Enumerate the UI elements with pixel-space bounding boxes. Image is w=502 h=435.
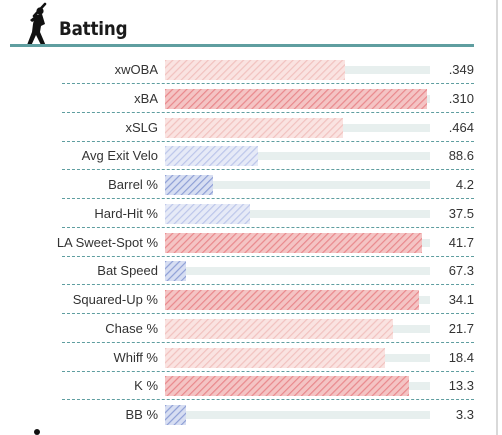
percentile-bar-fill <box>165 405 186 425</box>
row-divider <box>62 198 474 199</box>
row-divider <box>62 341 474 343</box>
row-divider <box>62 399 474 401</box>
percentile-bar-fill <box>165 376 409 397</box>
metric-label: Chase % <box>105 320 158 336</box>
metric-label: Squared-Up % <box>72 292 158 307</box>
metric-row: xBA .310 <box>0 85 502 113</box>
percentile-bar <box>165 290 419 310</box>
percentile-bar <box>165 318 393 339</box>
percentile-bar <box>165 376 409 397</box>
metric-value: 13.3 <box>448 378 474 394</box>
metric-row: Avg Exit Velo 88.6 <box>0 142 502 171</box>
percentile-bar-fill <box>165 60 345 80</box>
metric-value: 21.7 <box>448 320 474 336</box>
metric-value: .310 <box>448 90 474 106</box>
percentile-bar-fill <box>165 290 419 310</box>
next-section-icon <box>34 429 40 435</box>
metric-row: K % 13.3 <box>0 372 502 401</box>
metric-row: xSLG .464 <box>0 114 502 142</box>
percentile-bar <box>165 88 427 109</box>
batter-silhouette-icon <box>27 2 47 47</box>
row-divider <box>62 284 474 286</box>
section-header: Batting <box>0 0 502 48</box>
metric-label: LA Sweet-Spot % <box>56 234 158 250</box>
row-divider <box>62 313 474 314</box>
metric-value: 67.3 <box>448 263 474 279</box>
row-divider <box>62 140 474 142</box>
percentile-bar <box>165 347 385 368</box>
metric-row: Hard-Hit % 37.5 <box>0 200 502 228</box>
percentile-bar <box>165 261 186 282</box>
metric-row: xwOBA .349 <box>0 56 502 84</box>
percentile-track <box>165 209 430 218</box>
metric-row: Squared-Up % 34.1 <box>0 286 502 314</box>
metric-label: xBA <box>134 90 158 106</box>
section-title: Batting <box>59 18 128 40</box>
row-divider <box>62 255 474 257</box>
metric-value: .464 <box>448 119 474 135</box>
metric-row: Chase % 21.7 <box>0 315 502 343</box>
metric-label: BB % <box>125 407 158 422</box>
percentile-bar <box>165 117 343 138</box>
percentile-track <box>165 181 430 189</box>
metric-value: .349 <box>448 62 474 77</box>
percentile-bar-fill <box>165 347 385 368</box>
metric-label: K % <box>134 378 158 394</box>
percentile-track <box>165 267 430 276</box>
percentile-bar-fill <box>165 318 393 339</box>
percentile-bar-fill <box>165 261 186 282</box>
percentile-bar-fill <box>165 203 250 224</box>
metric-row: Whiff % 18.4 <box>0 344 502 372</box>
metric-value: 4.2 <box>455 177 474 192</box>
row-divider <box>62 226 474 228</box>
percentile-bar-fill <box>165 88 427 109</box>
percentile-bar <box>165 146 258 167</box>
metric-value: 88.6 <box>448 148 474 164</box>
percentile-bar <box>165 175 213 195</box>
metric-label: Avg Exit Velo <box>81 148 158 164</box>
metric-value: 37.5 <box>448 205 474 221</box>
percentile-bar <box>165 60 345 80</box>
row-divider <box>62 370 474 372</box>
percentile-bar <box>165 203 250 224</box>
row-divider <box>62 169 474 171</box>
metric-value: 41.7 <box>448 234 474 250</box>
percentile-track <box>165 411 430 419</box>
metric-row: Bat Speed 67.3 <box>0 257 502 286</box>
percentile-bar-fill <box>165 146 258 167</box>
percentile-bar <box>165 405 186 425</box>
metric-label: xSLG <box>125 119 158 135</box>
percentile-bar-fill <box>165 175 213 195</box>
metric-label: Bat Speed <box>97 263 158 279</box>
header-rule <box>10 44 474 47</box>
metric-row: LA Sweet-Spot % 41.7 <box>0 229 502 257</box>
row-divider <box>62 83 474 84</box>
percentile-bar-fill <box>165 117 343 138</box>
metric-value: 3.3 <box>455 407 474 422</box>
metric-label: xwOBA <box>114 62 158 77</box>
percentile-track <box>165 152 430 161</box>
metric-row: BB % 3.3 <box>0 401 502 429</box>
metric-value: 34.1 <box>448 292 474 307</box>
panel-right-edge <box>496 0 498 435</box>
metric-label: Hard-Hit % <box>94 205 158 221</box>
metric-value: 18.4 <box>448 349 474 365</box>
metric-label: Barrel % <box>108 177 158 192</box>
metric-label: Whiff % <box>113 349 158 365</box>
row-divider <box>62 111 474 113</box>
percentile-bar-fill <box>165 232 422 253</box>
percentile-bar <box>165 232 422 253</box>
metric-row: Barrel % 4.2 <box>0 171 502 199</box>
